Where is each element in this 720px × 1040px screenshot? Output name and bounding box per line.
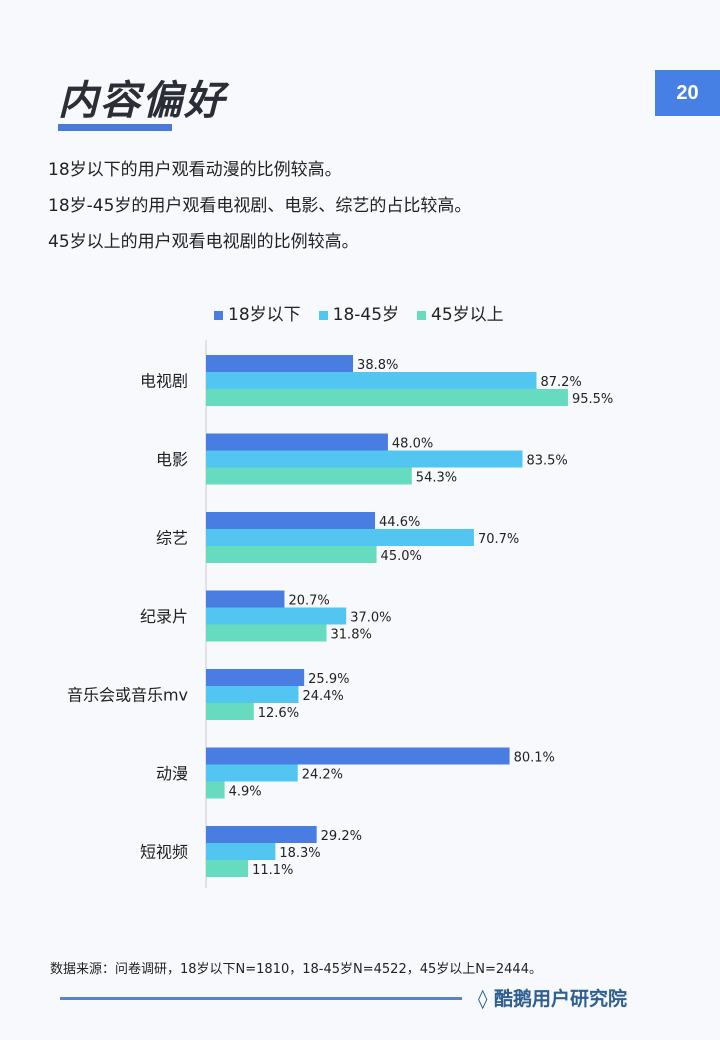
data-source: 数据来源：问卷调研，18岁以下N=1810，18-45岁N=4522，45岁以上…: [50, 962, 542, 977]
bar: [206, 529, 474, 546]
bar: [206, 703, 254, 720]
data-label: 25.9%: [308, 672, 349, 687]
category-label: 电视剧: [140, 372, 188, 391]
bar: [206, 686, 299, 703]
brand-logo: ◊ 酷鹅用户研究院: [478, 988, 628, 1010]
bar: [206, 512, 376, 529]
category-label: 综艺: [156, 529, 188, 548]
category-label: 纪录片: [140, 607, 188, 626]
data-label: 11.1%: [252, 863, 293, 878]
bar: [206, 546, 377, 563]
footer-line: [60, 997, 462, 1000]
data-label: 87.2%: [540, 375, 581, 390]
summary: 18岁以下的用户观看动漫的比例较高。 18岁-45岁的用户观看电视剧、电影、综艺…: [48, 152, 471, 260]
page-number: 20: [655, 70, 720, 116]
data-label: 20.7%: [288, 594, 329, 609]
bar: [206, 433, 388, 451]
legend-swatch: [214, 310, 223, 320]
bar: [206, 355, 354, 372]
bar: [206, 590, 285, 608]
data-label: 83.5%: [526, 454, 567, 469]
summary-line: 18岁-45岁的用户观看电视剧、电影、综艺的占比较高。: [48, 196, 472, 216]
bar: [206, 669, 305, 686]
data-label: 44.6%: [379, 515, 420, 530]
category-label: 短视频: [140, 843, 188, 862]
category-label: 音乐会或音乐mv: [67, 686, 188, 705]
legend-item: 18-45岁: [318, 300, 400, 325]
bar: [206, 826, 317, 843]
bar: [206, 860, 249, 877]
legend-item: 45岁以上: [417, 300, 504, 325]
legend-item: 18岁以下: [214, 300, 301, 325]
bar: [206, 372, 537, 389]
data-label: 24.4%: [302, 689, 343, 704]
bar: [206, 467, 412, 485]
category-label: 电影: [156, 450, 188, 469]
data-label: 70.7%: [478, 532, 519, 547]
bar: [206, 389, 568, 406]
data-label: 54.3%: [416, 471, 457, 486]
legend-label: 45岁以上: [431, 305, 504, 325]
bar: [206, 843, 276, 860]
data-label: 45.0%: [381, 549, 422, 564]
data-label: 29.2%: [321, 829, 362, 844]
data-label: 38.8%: [357, 358, 398, 373]
legend-label: 18岁以下: [228, 305, 301, 325]
data-label: 80.1%: [514, 751, 555, 766]
bar: [206, 624, 327, 642]
bar: [206, 781, 225, 799]
legend-swatch: [417, 310, 427, 320]
title-underline: [58, 124, 172, 131]
data-label: 37.0%: [350, 611, 391, 626]
data-label: 95.5%: [572, 392, 613, 407]
data-label: 31.8%: [331, 628, 372, 643]
summary-line: 18岁以下的用户观看动漫的比例较高。: [48, 160, 342, 180]
data-label: 24.2%: [302, 768, 343, 783]
brand-name: 酷鹅用户研究院: [494, 988, 628, 1010]
bar: [206, 450, 523, 468]
legend-swatch: [318, 310, 328, 320]
page-title: 内容偏好: [58, 78, 226, 124]
bar: [206, 607, 347, 625]
data-label: 18.3%: [279, 846, 320, 861]
category-label: 动漫: [156, 764, 188, 783]
bar: [206, 747, 510, 765]
data-label: 12.6%: [258, 706, 299, 721]
bar: [206, 764, 298, 782]
legend-label: 18-45岁: [332, 305, 400, 325]
summary-line: 45岁以上的用户观看电视剧的比例较高。: [48, 232, 359, 252]
data-label: 48.0%: [392, 437, 433, 452]
chart-legend: 18岁以下 18-45岁 45岁以上: [214, 300, 504, 325]
data-label: 4.9%: [229, 785, 262, 800]
